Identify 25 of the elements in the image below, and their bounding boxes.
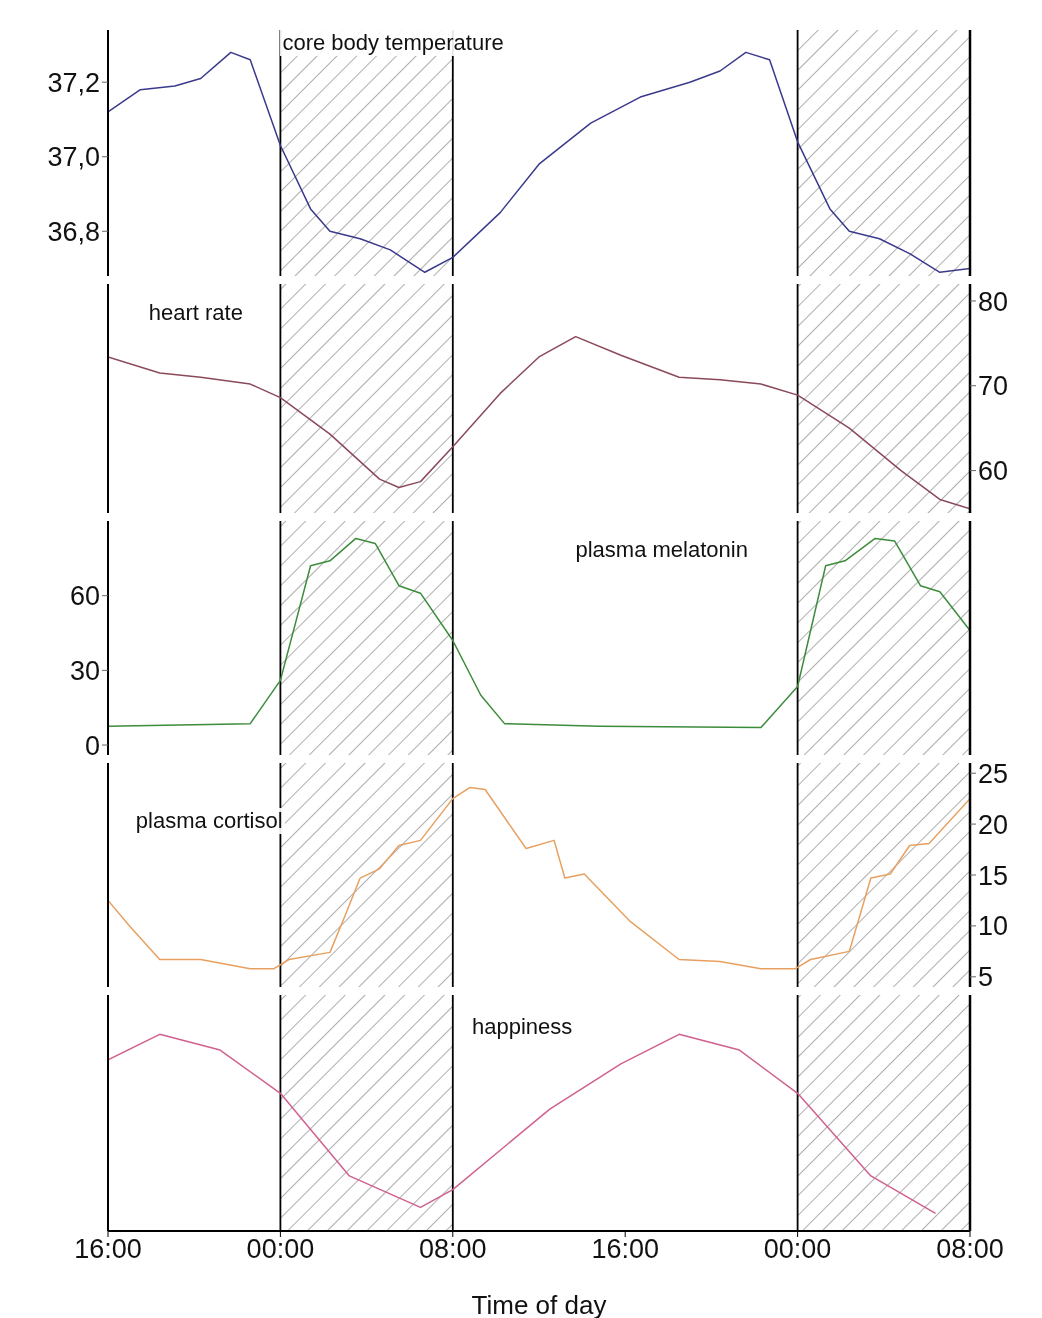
x-tick-label: 00:00 [246,1234,315,1265]
series-label: heart rate [146,300,245,327]
y-tick-label: 36,8 [47,216,100,247]
y2-tick-label: 60 [978,456,1009,487]
x-tick-label: 16:00 [74,1234,142,1265]
y2-tick-label: 20 [978,809,1009,840]
x-tick-label: 00:00 [763,1234,832,1265]
x-tick-label: 16:00 [591,1234,659,1265]
y-tick-label: 37,0 [47,142,100,173]
y-tick-label: 60 [69,581,100,612]
y2-tick-label: 25 [978,758,1009,789]
y-tick-label: 37,2 [47,67,100,98]
x-tick-label: 08:00 [936,1234,1004,1265]
y2-tick-label: 70 [978,371,1009,402]
text: happiness [470,1013,575,1040]
y-tick-label: 30 [69,655,100,686]
x-tick-label: 08:00 [419,1234,487,1265]
y2-tick-label: 5 [978,962,994,993]
y2-tick-label: 80 [978,286,1009,317]
text: plasma cortisol [133,807,285,834]
series-label: core body temperature [280,30,506,56]
y2-tick-label: 10 [978,911,1009,942]
y-tick-label: 0 [84,730,100,761]
y2-tick-label: 15 [978,860,1009,891]
text: plasma melatonin [573,537,750,564]
